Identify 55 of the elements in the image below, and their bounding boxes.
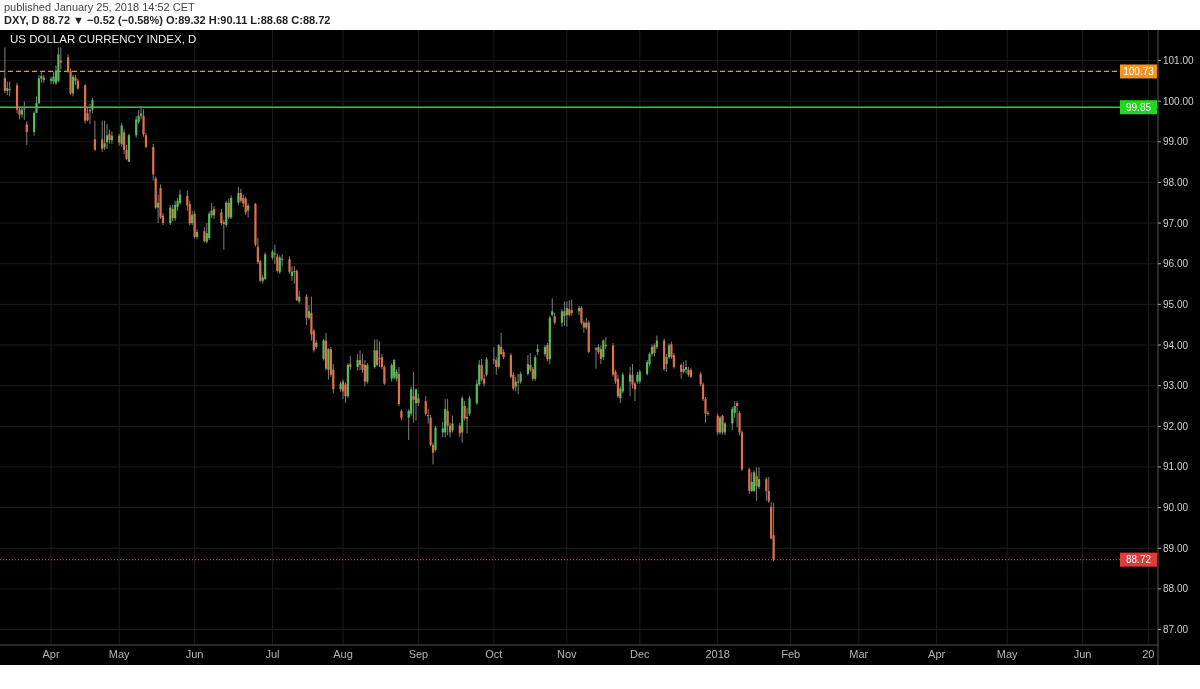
x-tick-label: May [108, 648, 131, 660]
text: published January 25, 2018 14:52 CET [4, 1, 196, 13]
x-tick-label: Aug [333, 648, 353, 660]
chart-subtitle: DXY, D 88.72 ▼ −0.52 (−0.58%) O:89.32 H:90.11 L:88.68 C:88.72 [4, 14, 331, 26]
candlestick [281, 253, 284, 267]
candlestick [500, 332, 503, 356]
x-tick-label: Apr [928, 648, 946, 660]
candlestick [390, 362, 393, 383]
y-tick-label: 97.00 [1163, 217, 1189, 229]
x-tick-label: Sep [408, 648, 429, 660]
y-tick-label: 93.00 [1163, 380, 1189, 392]
candlestick [25, 120, 28, 146]
candlestick [305, 293, 308, 326]
x-tick-label: 20 [1142, 648, 1155, 660]
x-tick-label: Mar [849, 648, 869, 660]
candlestick [526, 354, 530, 377]
candlestick [93, 120, 96, 152]
y-tick-label: 99.00 [1163, 136, 1189, 148]
x-tick-label: Jun [185, 648, 204, 660]
y-tick-label: 96.00 [1163, 258, 1189, 270]
y-tick-label: 94.00 [1163, 339, 1189, 351]
candlestick [49, 76, 53, 85]
y-tick-label: 101.00 [1163, 54, 1195, 66]
x-tick-label: Apr [42, 648, 60, 660]
candlestick [23, 101, 26, 121]
y-tick-label: 87.00 [1163, 624, 1189, 636]
x-tick-label: May [996, 648, 1019, 660]
x-tick-label: Nov [557, 648, 578, 660]
candlestick [628, 366, 632, 397]
candlestick [375, 338, 379, 368]
y-tick-label: 90.00 [1163, 502, 1189, 514]
chart-title: US DOLLAR CURRENCY INDEX, D [10, 33, 197, 45]
candlestick [755, 466, 758, 502]
candlestick [750, 471, 753, 493]
ref-line-label: 99.85 [1125, 101, 1152, 113]
candlestick [594, 346, 598, 370]
ref-line-label: 88.72 [1125, 554, 1152, 566]
candlestick [366, 362, 369, 385]
candlestick [373, 338, 376, 370]
x-tick-label: Jun [1073, 648, 1092, 660]
x-tick-label: Jul [265, 648, 280, 660]
x-tick-label: Oct [485, 648, 503, 660]
candlestick [412, 371, 415, 424]
y-tick-label: 98.00 [1163, 176, 1189, 188]
y-tick-label: 91.00 [1163, 461, 1189, 473]
x-tick-label: Feb [781, 648, 801, 660]
y-tick-label: 92.00 [1163, 420, 1189, 432]
y-tick-label: 100.00 [1163, 95, 1195, 107]
candlestick [748, 467, 751, 495]
ref-line-label: 100.73 [1123, 65, 1155, 77]
x-tick-label: 2018 [705, 648, 730, 660]
y-tick-label: 88.00 [1163, 583, 1189, 595]
y-tick-label: 89.00 [1163, 542, 1189, 554]
y-tick-label: 95.00 [1163, 298, 1189, 310]
x-tick-label: Dec [630, 648, 651, 660]
